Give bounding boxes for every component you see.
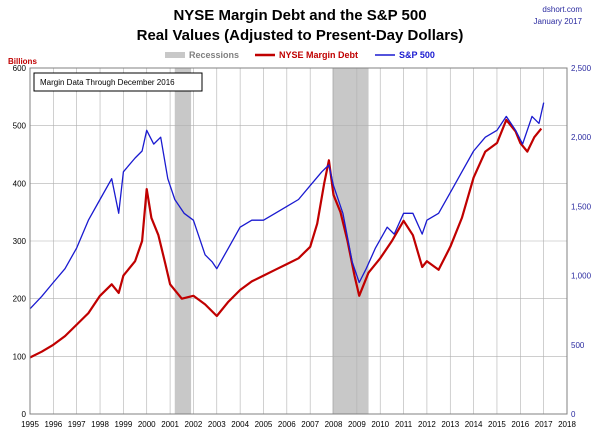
x-tick-label: 2013 xyxy=(441,420,459,429)
x-tick-label: 2009 xyxy=(348,420,366,429)
y-left-tick-label: 400 xyxy=(13,179,27,188)
plot-frame xyxy=(29,67,568,415)
x-tick-label: 2002 xyxy=(185,420,203,429)
legend-swatch-recessions xyxy=(165,52,185,58)
x-tick-label: 2008 xyxy=(325,420,343,429)
x-tick-label: 2014 xyxy=(465,420,483,429)
series-lines xyxy=(29,102,545,359)
x-tick-label: 2000 xyxy=(138,420,156,429)
x-tick-label: 2003 xyxy=(208,420,226,429)
x-tick-label: 2006 xyxy=(278,420,296,429)
x-tick-label: 1997 xyxy=(68,420,86,429)
source-date: January 2017 xyxy=(534,17,583,26)
x-tick-label: 1998 xyxy=(91,420,109,429)
y-left-tick-label: 600 xyxy=(13,64,27,73)
y-right-tick-label: 0 xyxy=(571,410,576,419)
y-right-tick-label: 1,000 xyxy=(571,272,592,281)
axis-ticks: 1995 1996 1997 1998 1999 2000 2001 2002 2003 2004… xyxy=(13,64,592,429)
chart-title: NYSE Margin Debt and the S&P 500 xyxy=(173,7,426,24)
x-tick-label: 2012 xyxy=(418,420,436,429)
x-tick-label: 2016 xyxy=(511,420,529,429)
legend-label-margin-debt: NYSE Margin Debt xyxy=(279,50,358,60)
chart-subtitle: Real Values (Adjusted to Present-Day Dol… xyxy=(137,27,464,44)
y-left-tick-label: 500 xyxy=(13,122,27,131)
y-right-tick-label: 1,500 xyxy=(571,202,592,211)
y-left-label: Billions xyxy=(8,57,37,66)
y-left-tick-label: 0 xyxy=(22,410,27,419)
grid xyxy=(29,67,568,415)
legend-label-sp500: S&P 500 xyxy=(399,50,435,60)
y-right-tick-label: 2,500 xyxy=(571,64,592,73)
x-tick-label: 2004 xyxy=(231,420,249,429)
y-left-tick-label: 300 xyxy=(13,237,27,246)
annotation-text: Margin Data Through December 2016 xyxy=(40,78,175,87)
x-tick-label: 2010 xyxy=(371,420,389,429)
series-line-margin-debt xyxy=(29,118,543,359)
legend-label-recessions: Recessions xyxy=(189,50,239,60)
x-tick-label: 2018 xyxy=(558,420,576,429)
x-tick-label: 2017 xyxy=(535,420,553,429)
y-left-tick-label: 100 xyxy=(13,352,27,361)
x-tick-label: 2007 xyxy=(301,420,319,429)
y-right-tick-label: 2,000 xyxy=(571,133,592,142)
annotation-box: Margin Data Through December 2016 xyxy=(33,72,203,92)
y-left-tick-label: 200 xyxy=(13,295,27,304)
x-tick-label: 2015 xyxy=(488,420,506,429)
annotation-frame xyxy=(33,72,203,92)
x-tick-label: 1995 xyxy=(21,420,39,429)
source-site: dshort.com xyxy=(542,5,582,14)
x-tick-label: 2011 xyxy=(395,420,413,429)
x-tick-label: 2005 xyxy=(255,420,273,429)
y-right-tick-label: 500 xyxy=(571,341,585,350)
x-tick-label: 1999 xyxy=(114,420,132,429)
x-tick-label: 2001 xyxy=(161,420,179,429)
series-line-sp500 xyxy=(29,102,545,310)
legend: Recessions NYSE Margin Debt S&P 500 xyxy=(165,50,435,60)
x-tick-label: 1996 xyxy=(44,420,62,429)
